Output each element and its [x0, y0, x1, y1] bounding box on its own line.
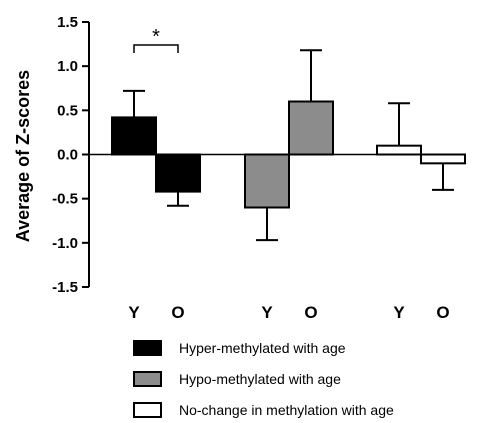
significance-bracket: [133, 44, 179, 53]
category-label: O: [436, 303, 449, 322]
y-tick-label: -1.0: [52, 235, 78, 252]
bars: *: [111, 26, 466, 242]
legend-label: Hyper-methylated with age: [179, 340, 346, 356]
legend-label: No-change in methylation with age: [179, 402, 394, 418]
bar: [288, 100, 334, 156]
y-tick-label: 1.0: [57, 58, 78, 75]
category-label: O: [171, 303, 184, 322]
category-label: Y: [261, 303, 273, 322]
bar: [376, 144, 422, 156]
y-tick-label: 1.5: [57, 14, 78, 31]
legend: Hyper-methylated with age Hypo-methylated…: [133, 340, 394, 418]
legend-label: Hypo-methylated with age: [179, 371, 341, 387]
legend-swatch: [133, 371, 162, 387]
category-label: O: [304, 303, 317, 322]
bar: [155, 153, 201, 193]
y-tick-label: -0.5: [52, 191, 78, 208]
legend-swatch: [133, 340, 162, 356]
y-axis-label: Average of Z-scores: [13, 70, 33, 242]
y-tick-label: -1.5: [52, 279, 78, 296]
significance-star: *: [152, 26, 160, 48]
bar: [111, 116, 157, 156]
legend-swatch: [133, 402, 162, 418]
bar: [420, 153, 466, 165]
y-tick-label: 0.0: [57, 147, 78, 164]
y-tick-label: 0.5: [57, 102, 78, 119]
bar: [244, 153, 290, 209]
category-label: Y: [393, 303, 405, 322]
category-label: Y: [128, 303, 140, 322]
